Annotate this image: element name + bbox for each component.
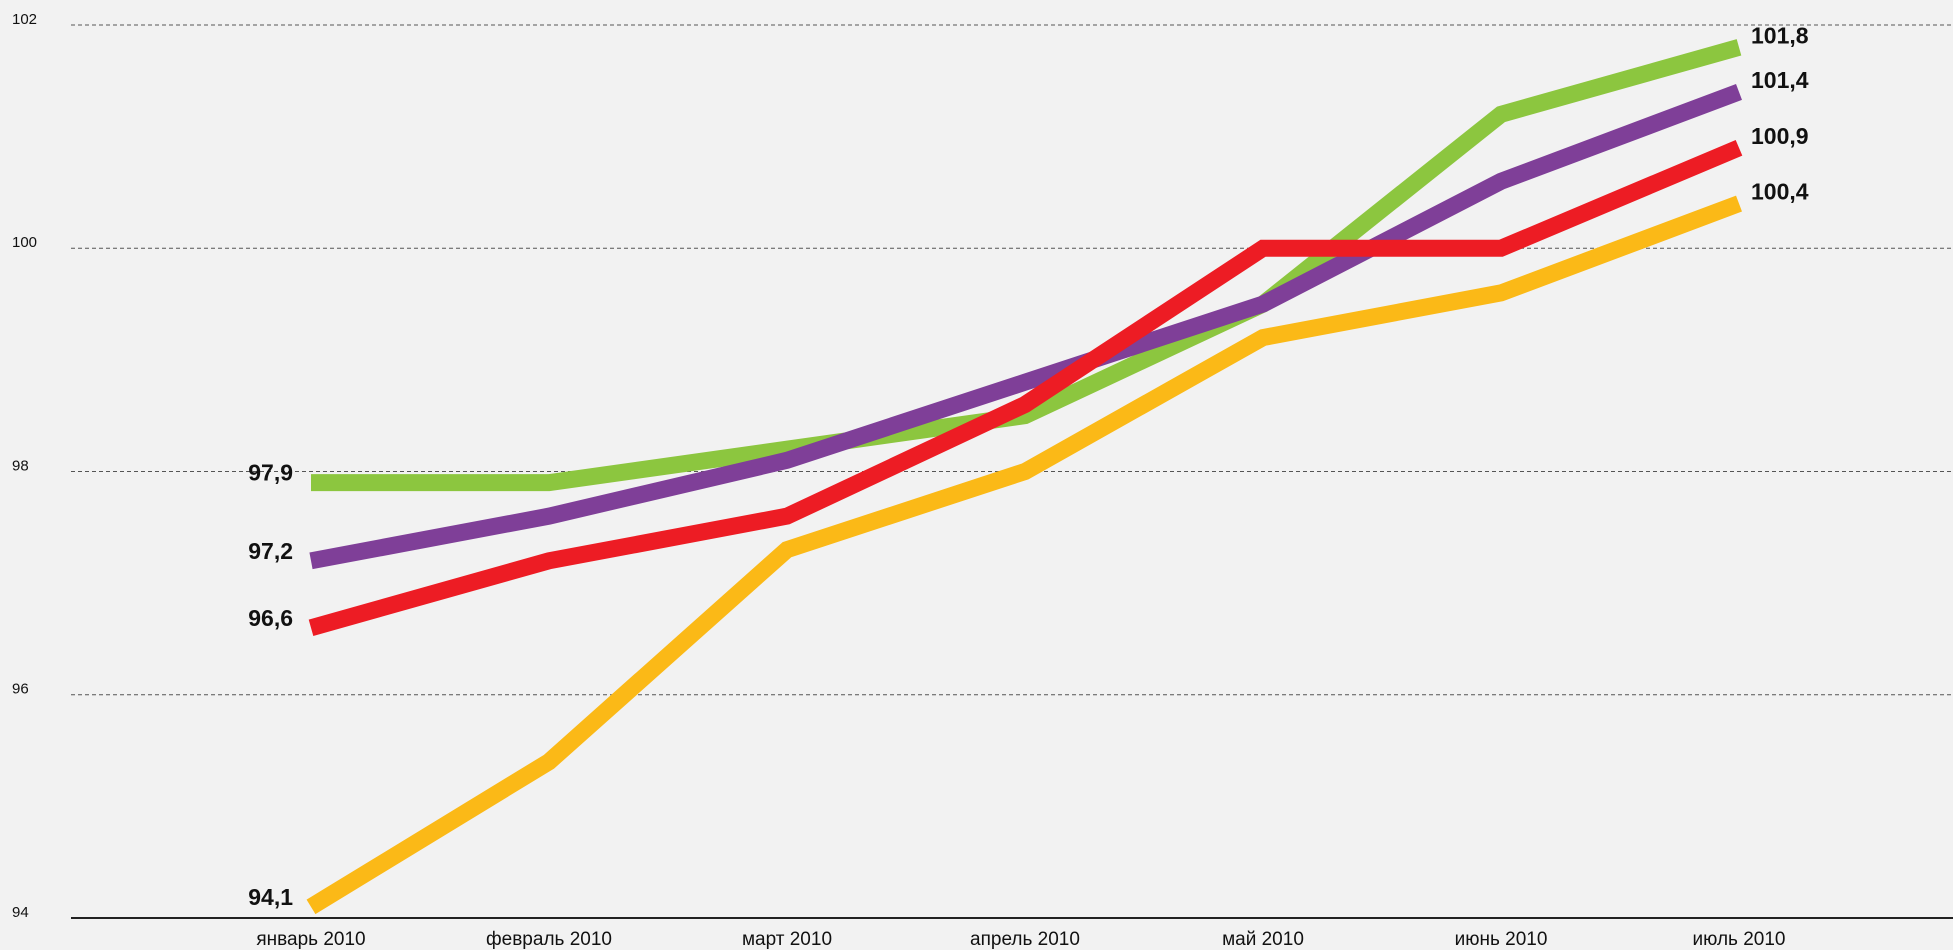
y-tick-label: 98 [12,457,29,474]
y-tick-label: 94 [12,904,29,921]
value-label: 101,4 [1751,67,1809,93]
y-tick-label: 100 [12,234,37,251]
value-label: 97,2 [248,538,293,564]
value-label: 101,8 [1751,22,1809,48]
series-line [311,39,1742,492]
series-line [309,84,1742,570]
x-tick-label: июль 2010 [1693,929,1786,950]
x-tick-label: март 2010 [742,929,832,950]
value-label: 100,4 [1751,179,1809,205]
x-tick-label: май 2010 [1222,929,1304,950]
x-tick-label: январь 2010 [256,929,365,950]
x-tick-label: февраль 2010 [486,929,612,950]
y-tick-label: 96 [12,681,29,698]
x-tick-label: июнь 2010 [1455,929,1548,950]
value-label: 94,1 [248,884,293,910]
series-line [308,139,1743,636]
value-label: 96,6 [248,605,293,631]
series-line [306,195,1742,915]
x-tick-label: апрель 2010 [970,929,1080,950]
value-label: 97,9 [248,460,293,486]
y-tick-label: 102 [12,11,37,28]
value-label: 100,9 [1751,123,1809,149]
